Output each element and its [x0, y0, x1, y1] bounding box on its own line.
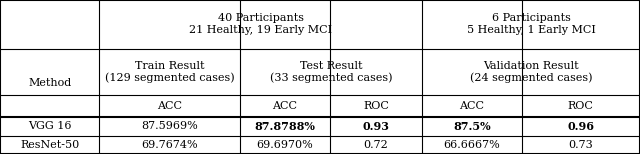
Text: ACC: ACC — [460, 101, 484, 111]
Text: Train Result
(129 segmented cases): Train Result (129 segmented cases) — [105, 61, 234, 83]
Text: Validation Result
(24 segmented cases): Validation Result (24 segmented cases) — [470, 61, 593, 83]
Text: Method: Method — [28, 78, 71, 88]
Text: 87.5969%: 87.5969% — [141, 121, 198, 131]
Text: 40 Participants
21 Healthy, 19 Early MCI: 40 Participants 21 Healthy, 19 Early MCI — [189, 13, 332, 35]
Text: 0.73: 0.73 — [568, 140, 593, 150]
Text: ROC: ROC — [568, 101, 594, 111]
Text: ACC: ACC — [157, 101, 182, 111]
Text: 0.72: 0.72 — [364, 140, 388, 150]
Text: ACC: ACC — [272, 101, 298, 111]
Text: 69.7674%: 69.7674% — [141, 140, 198, 150]
Text: 66.6667%: 66.6667% — [444, 140, 500, 150]
Text: 69.6970%: 69.6970% — [257, 140, 313, 150]
Text: ROC: ROC — [363, 101, 389, 111]
Text: ResNet-50: ResNet-50 — [20, 140, 79, 150]
Text: VGG 16: VGG 16 — [28, 121, 71, 131]
Text: 87.5%: 87.5% — [453, 121, 491, 132]
Text: 6 Participants
5 Healthy, 1 Early MCI: 6 Participants 5 Healthy, 1 Early MCI — [467, 13, 596, 35]
Text: 0.96: 0.96 — [567, 121, 595, 132]
Text: Test Result
(33 segmented cases): Test Result (33 segmented cases) — [270, 61, 392, 83]
Text: 87.8788%: 87.8788% — [254, 121, 316, 132]
Text: 0.93: 0.93 — [362, 121, 390, 132]
